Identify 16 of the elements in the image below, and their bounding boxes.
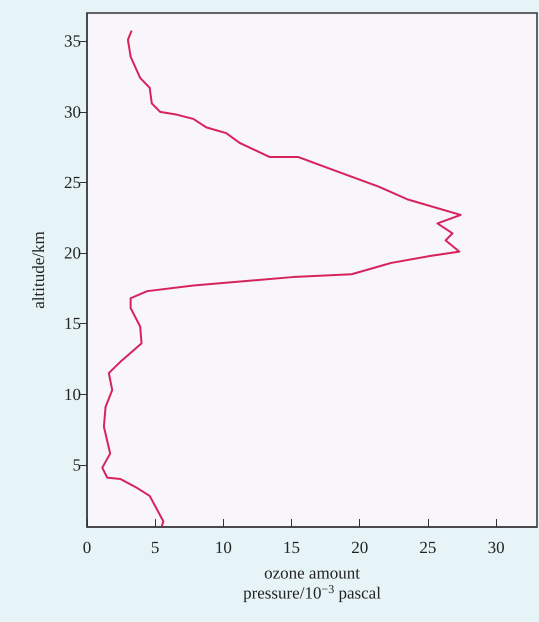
x-tick-label: 15 [283, 538, 300, 557]
y-tick-label: 35 [64, 32, 81, 51]
y-axis-title: altitude/km [29, 231, 48, 309]
y-tick-label: 30 [64, 102, 81, 122]
x-tick-label: 20 [351, 538, 368, 557]
x-tick-label: 25 [419, 538, 436, 557]
y-tick-label: 15 [64, 314, 81, 334]
x-tick-label: 10 [214, 538, 232, 557]
line-series [101, 30, 462, 527]
y-tick-label: 5 [72, 455, 81, 474]
y-tick-label: 20 [64, 244, 81, 263]
y-tick-label: 10 [64, 384, 81, 404]
y-tick-label: 25 [64, 172, 81, 192]
x-tick-label: 5 [150, 538, 160, 557]
x-tick-label: 30 [488, 538, 505, 557]
x-tick-label: 0 [82, 538, 92, 557]
